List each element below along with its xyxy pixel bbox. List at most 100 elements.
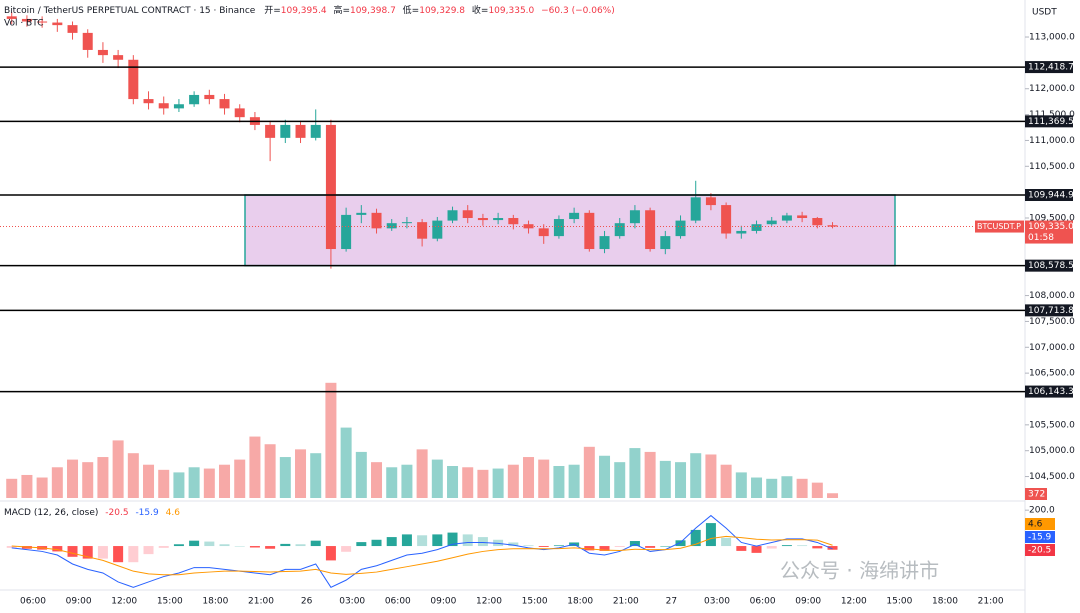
macd-hist-bar [523,545,534,547]
volume-bar [371,462,383,498]
x-tick-label: 15:00 [157,597,183,607]
volume-bar [203,468,215,498]
candle-body [325,124,336,250]
candle-body [705,197,716,206]
volume-bar [340,427,352,498]
volume-bar [97,457,109,498]
x-tick-label: 09:00 [66,597,92,607]
candle-body [310,124,321,138]
candle-body [128,59,139,100]
candle-body [143,99,154,104]
macd-hist-bar [690,529,701,547]
signal-line [11,535,833,576]
macd-hist-bar [660,546,671,547]
candle-body [401,222,412,224]
candle-body [295,124,306,138]
volume-bar [538,459,550,498]
candle-body [82,32,93,50]
volume-bar [279,457,291,498]
candle-body [827,225,838,227]
macd-hist-bar [538,546,549,547]
macd-hist-bar [371,539,382,547]
volume-bar [644,451,656,498]
macd-hist-bar [280,543,291,547]
x-tick-label: 18:00 [567,597,593,607]
candle-body [538,228,549,237]
candle-body [614,223,625,237]
level-tag [1025,259,1073,272]
volume-bar [751,477,763,498]
macd-hist-bar [143,546,154,555]
x-tick-label: 18:00 [202,597,228,607]
candle-body [37,21,48,23]
volume-bar [735,472,747,498]
volume-bar [401,464,413,498]
x-tick-label: 21:00 [248,597,274,607]
candle-body [766,220,777,225]
low-label: 低= [403,4,420,16]
y-tick-label: 107,000.0 [1029,343,1075,353]
volume-bar [766,478,778,498]
candle-body [67,25,78,33]
volume-bar [82,462,94,498]
candle-body [751,224,762,231]
macd-y-tick-label: 200.0 [1029,506,1055,516]
level-label: 106,143.3 [1028,387,1074,397]
volume-tag-bg [1025,488,1047,500]
level-tag [1025,304,1073,317]
x-tick-label: 06:00 [385,597,411,607]
macd-tag-bg [1025,531,1055,543]
macd-hist-bar [173,544,184,547]
candle-body [781,215,792,221]
candle-body [432,220,443,239]
macd-hist-bar [356,542,367,547]
candle-body [553,219,564,237]
macd-hist-bar [67,546,78,557]
volume-bar [112,440,124,498]
macd-hist-bar [751,546,762,553]
volume-bar [6,478,18,498]
volume-bar [310,453,322,498]
macd-hist-bar [341,546,352,552]
volume-bar [355,451,367,498]
macd-hist-bar [158,546,169,548]
candle-body [599,236,610,250]
level-label: 107,713.8 [1028,306,1074,316]
macd-hist-bar [629,541,640,547]
candle-body [584,212,595,250]
macd-hist-bar [295,544,306,547]
candle-body [52,22,63,26]
candle-body [189,94,200,105]
volume-bar [36,477,48,498]
candle-body [356,212,367,215]
candle-body [219,99,230,109]
macd-hist-bar [781,545,792,547]
signal-tag-bg [1025,518,1055,530]
candle-body [736,230,747,234]
candle-body [234,108,245,118]
y-tick-label: 105,500.0 [1029,420,1075,430]
candle-body [660,236,671,250]
close-label: 收= [472,4,489,16]
volume-bar [583,446,595,498]
macd-header: MACD (12, 26, close) -20.5 -15.9 4.6 [4,508,180,518]
candle-body [97,49,108,56]
y-tick-label: 111,500.0 [1029,110,1075,120]
macd-hist-bar [97,546,108,559]
header: Bitcoin / TetherUS PERPETUAL CONTRACT · … [4,4,615,16]
x-tick-label: 03:00 [704,597,730,607]
candle-body [371,212,382,229]
volume-bar [492,468,504,498]
candle-body [341,214,352,250]
volume-bar [553,466,565,498]
macd-hist-bar [675,540,686,547]
candle-body [447,210,458,221]
macd-hist-bar [432,534,443,547]
volume-bar [249,436,261,498]
macd-hist-bar [128,546,139,563]
candle-body [265,124,276,138]
volume-bar [629,448,641,498]
range-box [244,194,896,267]
macd-hist-bar [6,546,17,548]
